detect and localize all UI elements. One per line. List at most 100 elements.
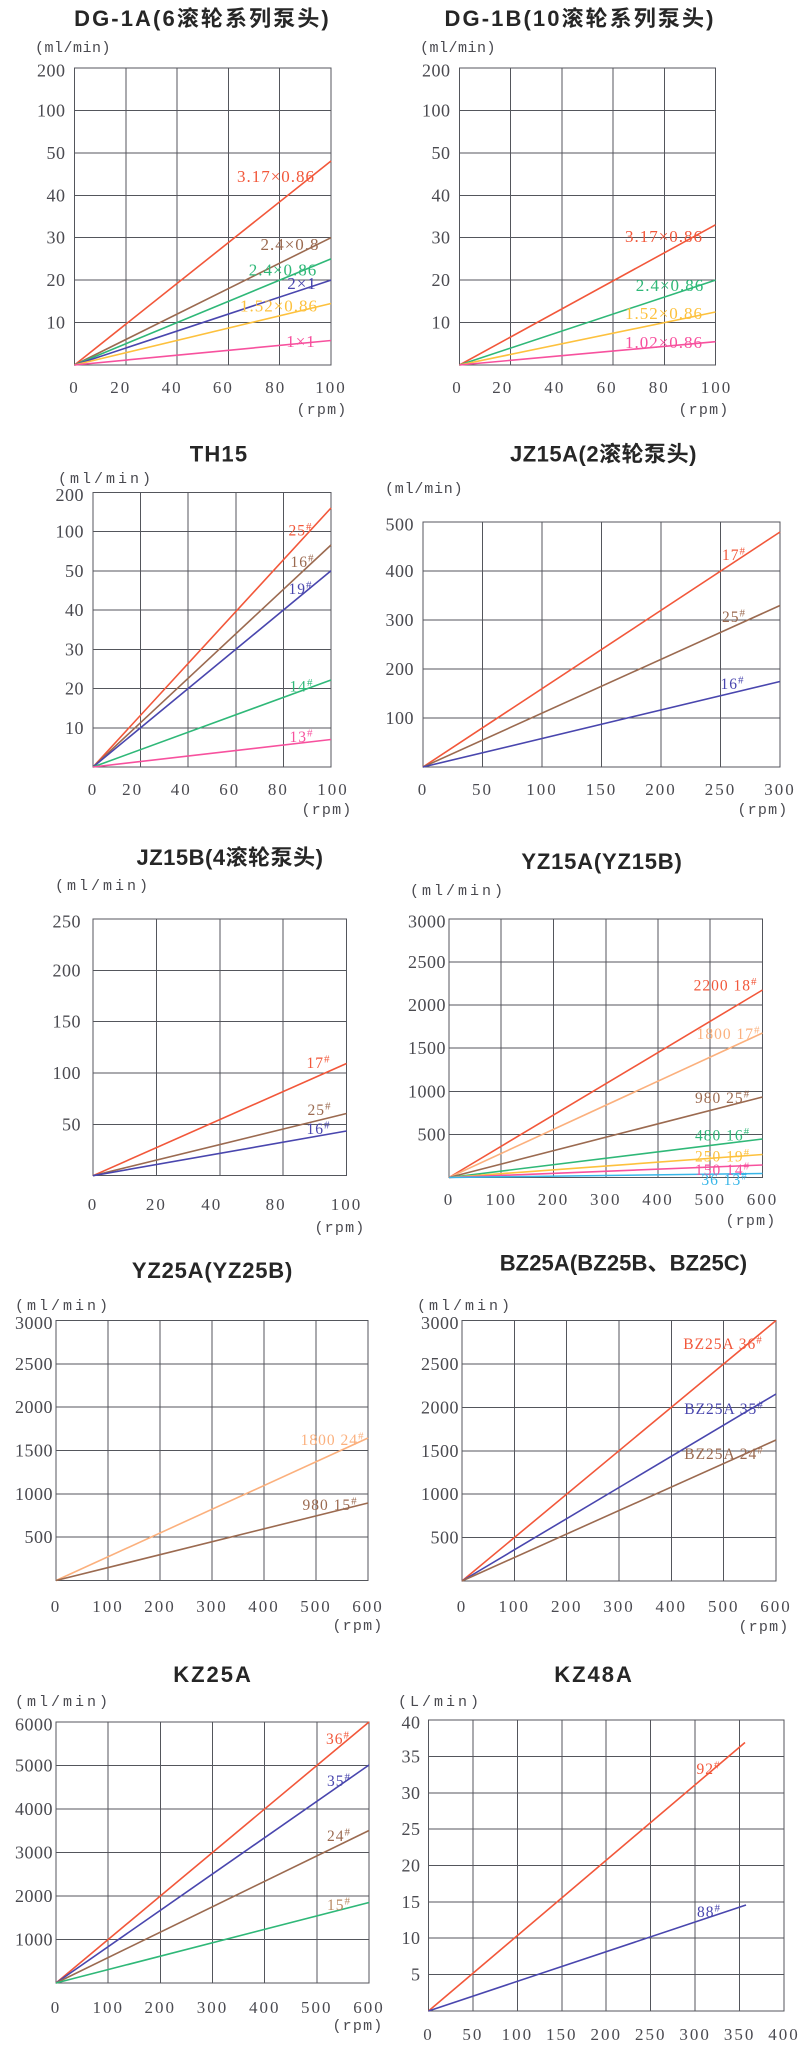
svg-text:300: 300 [196, 1597, 228, 1616]
svg-text:(ml/min): (ml/min) [410, 883, 506, 900]
svg-text:0: 0 [51, 1597, 62, 1616]
svg-text:600: 600 [760, 1597, 792, 1616]
svg-text:30: 30 [402, 1783, 421, 1803]
svg-text:): ) [321, 6, 330, 31]
svg-text:2500: 2500 [421, 1354, 459, 1374]
svg-text:500: 500 [418, 1124, 447, 1144]
svg-text:BZ25A(BZ25B: BZ25A(BZ25B [500, 1251, 648, 1276]
svg-text:400: 400 [248, 1597, 280, 1616]
svg-text:1500: 1500 [421, 1441, 459, 1461]
svg-text:(ml/min): (ml/min) [58, 471, 154, 488]
svg-text:300: 300 [590, 1190, 622, 1209]
svg-text:500: 500 [25, 1527, 54, 1547]
svg-text:40: 40 [432, 185, 451, 205]
svg-text:(rpm): (rpm) [301, 802, 352, 819]
svg-text:600: 600 [353, 1998, 385, 2017]
svg-text:10: 10 [47, 313, 66, 333]
svg-text:30: 30 [432, 228, 451, 248]
svg-text:40: 40 [47, 185, 66, 205]
svg-text:0: 0 [88, 780, 99, 799]
svg-text:200: 200 [386, 659, 415, 679]
svg-text:200: 200 [56, 485, 85, 505]
svg-text:150: 150 [586, 780, 618, 799]
svg-text:100: 100 [56, 522, 85, 542]
svg-text:(ml/min): (ml/min) [35, 40, 111, 57]
svg-text:500: 500 [708, 1597, 740, 1616]
svg-text:0: 0 [452, 378, 463, 397]
svg-text:YZ15A(YZ15B): YZ15A(YZ15B) [521, 849, 682, 874]
svg-text:DG-1A(6: DG-1A(6 [74, 6, 177, 31]
svg-text:40: 40 [65, 600, 84, 620]
svg-text:3.17×0.86: 3.17×0.86 [625, 227, 703, 246]
svg-text:40: 40 [171, 780, 192, 799]
svg-text:50: 50 [472, 780, 493, 799]
svg-text:0: 0 [88, 1195, 99, 1214]
svg-text:20: 20 [432, 270, 451, 290]
svg-text:80: 80 [649, 378, 670, 397]
svg-text:500: 500 [300, 1597, 332, 1616]
svg-text:150: 150 [53, 1012, 82, 1032]
svg-text:(rpm): (rpm) [737, 802, 788, 819]
svg-text:(rpm): (rpm) [332, 1618, 383, 1635]
svg-text:100: 100 [701, 378, 733, 397]
svg-text:200: 200 [53, 960, 82, 980]
svg-text:500: 500 [301, 1998, 333, 2017]
svg-text:100: 100 [485, 1190, 517, 1209]
svg-text:2200 18#: 2200 18# [694, 976, 757, 995]
svg-text:(ml/min): (ml/min) [15, 1694, 111, 1711]
svg-text:250: 250 [53, 912, 82, 932]
svg-text:20: 20 [65, 679, 84, 699]
svg-text:0: 0 [69, 378, 80, 397]
svg-text:3000: 3000 [408, 912, 446, 932]
svg-text:60: 60 [213, 378, 234, 397]
svg-text:100: 100 [317, 780, 349, 799]
svg-text:50: 50 [65, 561, 84, 581]
svg-text:40: 40 [402, 1713, 421, 1733]
svg-text:1800 17#: 1800 17# [697, 1025, 760, 1044]
svg-text:100: 100 [37, 100, 66, 120]
svg-text:980 25#: 980 25# [695, 1089, 750, 1108]
svg-text:2000: 2000 [15, 1886, 53, 1906]
svg-text:300: 300 [603, 1597, 635, 1616]
svg-text:0: 0 [418, 780, 429, 799]
svg-text:(rpm): (rpm) [332, 2018, 383, 2035]
svg-text:400: 400 [386, 561, 415, 581]
svg-text:300: 300 [679, 2025, 711, 2044]
svg-text:2500: 2500 [408, 952, 446, 972]
svg-text:50: 50 [62, 1114, 81, 1134]
svg-text:BZ25C): BZ25C) [670, 1251, 748, 1276]
svg-text:10: 10 [402, 1928, 421, 1948]
svg-text:200: 200 [422, 61, 451, 81]
svg-text:100: 100 [92, 1998, 124, 2017]
svg-text:500: 500 [694, 1190, 726, 1209]
svg-text:40: 40 [162, 378, 183, 397]
svg-text:20: 20 [492, 378, 513, 397]
svg-text:80: 80 [265, 378, 286, 397]
svg-text:25: 25 [402, 1819, 421, 1839]
svg-text:100: 100 [499, 1597, 531, 1616]
svg-text:2000: 2000 [408, 995, 446, 1015]
svg-text:(rpm): (rpm) [678, 402, 729, 419]
svg-text:1.02×0.86: 1.02×0.86 [625, 333, 703, 352]
svg-text:40: 40 [544, 378, 565, 397]
svg-text:150 14#: 150 14# [695, 1161, 750, 1180]
svg-text:100: 100 [315, 378, 347, 397]
svg-text:3000: 3000 [15, 1843, 53, 1863]
svg-text:300: 300 [764, 780, 796, 799]
svg-text:500: 500 [386, 515, 415, 535]
svg-text:200: 200 [590, 2025, 622, 2044]
svg-text:KZ25A: KZ25A [173, 1662, 253, 1687]
svg-text:300: 300 [197, 1998, 229, 2017]
svg-text:350: 350 [724, 2025, 756, 2044]
svg-text:YZ25A(YZ25B): YZ25A(YZ25B) [132, 1258, 293, 1283]
svg-text:200: 200 [538, 1190, 570, 1209]
svg-text:100: 100 [502, 2025, 534, 2044]
svg-text:200: 200 [37, 61, 66, 81]
svg-text:0: 0 [423, 2025, 434, 2044]
svg-text:2000: 2000 [15, 1397, 53, 1417]
svg-text:36 13#: 36 13# [701, 1171, 747, 1190]
svg-text:150: 150 [546, 2025, 578, 2044]
svg-text:200: 200 [145, 1998, 177, 2017]
svg-text:200: 200 [645, 780, 677, 799]
svg-text:30: 30 [47, 228, 66, 248]
